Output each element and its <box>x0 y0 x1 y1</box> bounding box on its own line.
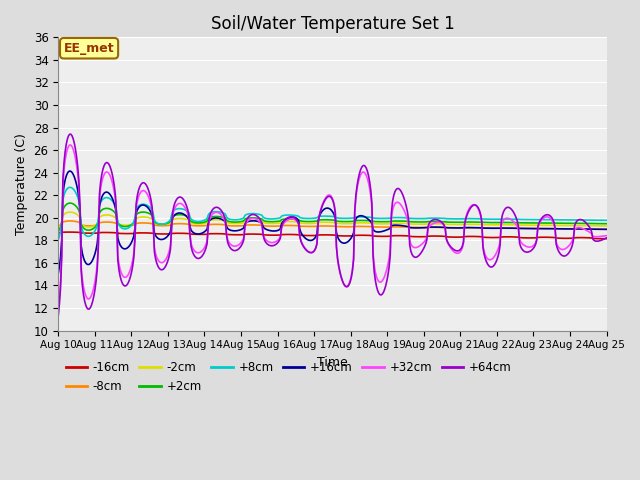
+2cm <box>388 218 396 224</box>
Line: +2cm: +2cm <box>58 203 607 231</box>
-8cm <box>287 223 294 228</box>
+32cm <box>362 172 370 178</box>
Line: -2cm: -2cm <box>58 212 607 228</box>
-8cm <box>603 227 611 232</box>
+8cm <box>287 212 294 218</box>
-8cm <box>388 224 396 230</box>
+16cm <box>66 168 74 174</box>
-16cm <box>287 231 294 237</box>
+2cm <box>458 219 466 225</box>
-2cm <box>458 222 466 228</box>
+2cm <box>362 217 370 223</box>
-8cm <box>458 225 466 231</box>
+8cm <box>226 216 234 222</box>
+64cm <box>54 313 62 319</box>
+16cm <box>388 223 396 228</box>
Line: +8cm: +8cm <box>58 187 607 240</box>
-16cm <box>362 232 370 238</box>
+16cm <box>54 271 62 276</box>
-16cm <box>226 232 234 238</box>
Y-axis label: Temperature (C): Temperature (C) <box>15 133 28 235</box>
+16cm <box>362 215 370 220</box>
+32cm <box>226 241 234 247</box>
-8cm <box>362 224 370 229</box>
Line: +64cm: +64cm <box>58 134 607 316</box>
-2cm <box>554 223 561 228</box>
+2cm <box>54 228 62 234</box>
Line: +32cm: +32cm <box>58 145 607 307</box>
+8cm <box>458 216 466 222</box>
-16cm <box>65 229 72 235</box>
+32cm <box>54 304 62 310</box>
X-axis label: Time: Time <box>317 356 348 369</box>
+64cm <box>388 199 396 204</box>
+32cm <box>458 245 466 251</box>
+64cm <box>554 245 561 251</box>
+8cm <box>66 184 74 190</box>
+8cm <box>554 217 561 223</box>
+2cm <box>226 219 234 225</box>
+64cm <box>287 214 294 220</box>
+32cm <box>287 216 294 222</box>
+64cm <box>603 235 611 241</box>
+32cm <box>603 233 611 239</box>
-2cm <box>287 219 294 225</box>
+2cm <box>554 220 561 226</box>
-8cm <box>226 223 234 228</box>
Line: -16cm: -16cm <box>58 232 607 239</box>
-2cm <box>226 220 234 226</box>
-16cm <box>554 235 561 241</box>
+8cm <box>362 214 370 220</box>
+64cm <box>226 245 234 251</box>
Legend: -16cm, -8cm, -2cm, +2cm, +8cm, +16cm, +32cm, +64cm: -16cm, -8cm, -2cm, +2cm, +8cm, +16cm, +3… <box>61 357 516 398</box>
+16cm <box>287 215 294 220</box>
-2cm <box>603 223 611 229</box>
Line: +16cm: +16cm <box>58 171 607 274</box>
+16cm <box>554 226 561 232</box>
-16cm <box>599 236 607 241</box>
-16cm <box>388 233 396 239</box>
-2cm <box>54 225 62 230</box>
-8cm <box>66 218 74 224</box>
+32cm <box>554 242 561 248</box>
+2cm <box>287 216 294 222</box>
-16cm <box>54 230 62 236</box>
+32cm <box>66 142 74 148</box>
Text: EE_met: EE_met <box>64 42 115 55</box>
-2cm <box>66 209 74 215</box>
+2cm <box>66 200 74 206</box>
-2cm <box>362 220 370 226</box>
-2cm <box>388 220 396 226</box>
-16cm <box>603 236 611 241</box>
+64cm <box>458 243 466 249</box>
+64cm <box>66 132 74 137</box>
+64cm <box>362 165 370 171</box>
+16cm <box>603 227 611 232</box>
+8cm <box>54 237 62 243</box>
Title: Soil/Water Temperature Set 1: Soil/Water Temperature Set 1 <box>211 15 454 33</box>
+8cm <box>388 215 396 220</box>
+16cm <box>226 227 234 233</box>
-8cm <box>554 226 561 232</box>
+2cm <box>603 221 611 227</box>
+32cm <box>388 207 396 213</box>
Line: -8cm: -8cm <box>58 221 607 229</box>
-16cm <box>458 234 466 240</box>
+8cm <box>603 217 611 223</box>
-8cm <box>54 223 62 228</box>
+16cm <box>458 225 466 231</box>
